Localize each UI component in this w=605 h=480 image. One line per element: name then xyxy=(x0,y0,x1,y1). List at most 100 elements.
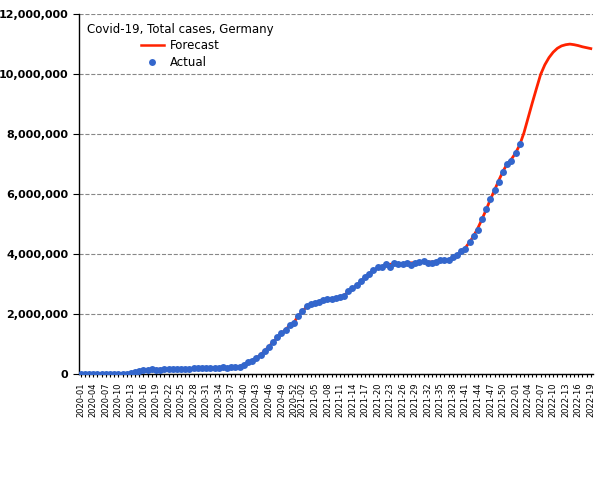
Actual xyxy=(473,226,483,233)
Actual xyxy=(419,257,428,265)
Actual xyxy=(126,369,136,377)
Actual xyxy=(239,361,249,369)
Actual xyxy=(344,288,353,295)
Actual xyxy=(469,232,479,240)
Forecast xyxy=(127,370,134,376)
Actual xyxy=(339,292,349,300)
Actual xyxy=(84,371,94,378)
Actual xyxy=(118,371,128,378)
Actual xyxy=(410,259,420,267)
Actual xyxy=(486,195,495,203)
Actual xyxy=(147,366,157,373)
Actual xyxy=(134,367,144,375)
Actual xyxy=(398,260,408,267)
Actual xyxy=(176,365,186,372)
Actual xyxy=(322,295,332,303)
Actual xyxy=(276,330,286,337)
Actual xyxy=(402,259,411,267)
Actual xyxy=(506,156,516,164)
Actual xyxy=(130,368,140,376)
Actual xyxy=(364,270,374,278)
Actual xyxy=(298,307,307,315)
Actual xyxy=(231,364,240,372)
Actual xyxy=(414,258,424,266)
Actual xyxy=(285,322,295,329)
Actual xyxy=(151,366,161,373)
Actual xyxy=(180,365,190,372)
Actual xyxy=(143,366,152,374)
Actual xyxy=(139,366,148,374)
Actual xyxy=(247,357,257,364)
Actual xyxy=(302,302,312,310)
Actual xyxy=(456,248,466,255)
Actual xyxy=(360,274,370,281)
Actual xyxy=(197,364,207,372)
Actual xyxy=(201,364,211,372)
Actual xyxy=(431,258,441,266)
Actual xyxy=(226,363,236,371)
Actual xyxy=(368,266,378,274)
Forecast xyxy=(566,41,574,47)
Actual xyxy=(260,348,270,355)
Forecast xyxy=(136,368,143,373)
Actual xyxy=(385,263,395,271)
Actual xyxy=(406,261,416,268)
Actual xyxy=(76,371,85,378)
Actual xyxy=(511,149,520,157)
Legend: Forecast, Actual: Forecast, Actual xyxy=(82,18,278,73)
Actual xyxy=(331,294,341,302)
Actual xyxy=(214,364,224,372)
Actual xyxy=(356,277,365,285)
Actual xyxy=(160,365,169,372)
Actual xyxy=(477,215,487,223)
Actual xyxy=(93,371,102,378)
Actual xyxy=(335,293,345,301)
Actual xyxy=(206,364,215,372)
Actual xyxy=(193,365,203,372)
Actual xyxy=(352,281,362,289)
Actual xyxy=(88,370,98,378)
Actual xyxy=(155,366,165,373)
Actual xyxy=(448,253,457,261)
Actual xyxy=(252,354,261,362)
Actual xyxy=(444,256,454,264)
Actual xyxy=(101,370,111,378)
Actual xyxy=(272,334,282,341)
Actual xyxy=(256,351,266,359)
Actual xyxy=(105,371,115,378)
Line: Forecast: Forecast xyxy=(80,44,591,374)
Forecast xyxy=(491,187,499,193)
Actual xyxy=(373,264,382,271)
Actual xyxy=(310,300,319,307)
Actual xyxy=(172,365,182,373)
Actual xyxy=(490,186,500,194)
Actual xyxy=(327,295,336,303)
Actual xyxy=(293,312,303,320)
Actual xyxy=(381,260,391,268)
Actual xyxy=(465,239,474,246)
Actual xyxy=(482,205,491,213)
Actual xyxy=(218,364,227,372)
Actual xyxy=(210,364,220,372)
Actual xyxy=(110,371,119,378)
Actual xyxy=(185,365,194,372)
Actual xyxy=(390,259,399,267)
Actual xyxy=(394,260,404,267)
Actual xyxy=(289,319,299,326)
Actual xyxy=(243,359,253,366)
Actual xyxy=(318,296,328,304)
Actual xyxy=(377,263,387,271)
Actual xyxy=(97,371,106,378)
Actual xyxy=(222,364,232,372)
Forecast xyxy=(223,365,231,371)
Actual xyxy=(80,371,90,378)
Actual xyxy=(189,364,198,372)
Actual xyxy=(114,371,123,378)
Forecast xyxy=(77,372,84,377)
Actual xyxy=(423,259,433,266)
Actual xyxy=(515,141,525,148)
Actual xyxy=(281,326,290,334)
Actual xyxy=(498,168,508,176)
Forecast xyxy=(106,372,114,377)
Actual xyxy=(314,298,324,306)
